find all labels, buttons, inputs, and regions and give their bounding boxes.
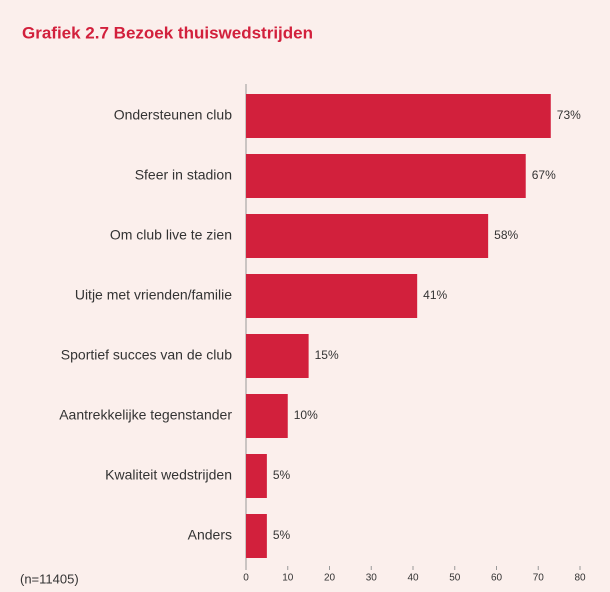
value-label: 15% xyxy=(315,348,339,362)
y-tick-label: Ondersteunen club xyxy=(114,107,233,123)
x-tick-label: 0 xyxy=(243,573,249,584)
x-tick-label: 20 xyxy=(324,573,336,584)
x-tick-label: 40 xyxy=(407,573,419,584)
bar xyxy=(246,274,418,318)
bar xyxy=(246,514,267,558)
x-tick-label: 60 xyxy=(491,573,503,584)
bar xyxy=(246,334,309,378)
x-tick-label: 50 xyxy=(449,573,461,584)
bar xyxy=(246,94,551,138)
chart-title: Grafiek 2.7 Bezoek thuiswedstrijden xyxy=(22,23,313,42)
value-label: 58% xyxy=(494,228,518,242)
value-label: 41% xyxy=(423,288,447,302)
x-tick-label: 70 xyxy=(533,573,545,584)
value-label: 5% xyxy=(273,468,291,482)
y-tick-label: Om club live te zien xyxy=(110,227,232,243)
x-tick-label: 80 xyxy=(574,573,586,584)
bar xyxy=(246,214,489,258)
x-tick-label: 10 xyxy=(282,573,294,584)
note: (n=11405) xyxy=(20,571,79,586)
y-tick-label: Sportief succes van de club xyxy=(61,347,232,363)
y-tick-label: Kwaliteit wedstrijden xyxy=(105,467,232,483)
bar xyxy=(246,394,288,438)
x-tick-label: 30 xyxy=(366,573,378,584)
y-tick-label: Aantrekkelijke tegenstander xyxy=(59,407,232,423)
value-label: 73% xyxy=(557,108,581,122)
value-label: 5% xyxy=(273,528,291,542)
y-tick-label: Uitje met vrienden/familie xyxy=(75,287,232,303)
bar xyxy=(246,454,267,498)
value-label: 67% xyxy=(532,168,556,182)
value-label: 10% xyxy=(294,408,318,422)
y-tick-label: Sfeer in stadion xyxy=(135,167,232,183)
y-tick-label: Anders xyxy=(188,527,232,543)
bar xyxy=(246,154,526,198)
